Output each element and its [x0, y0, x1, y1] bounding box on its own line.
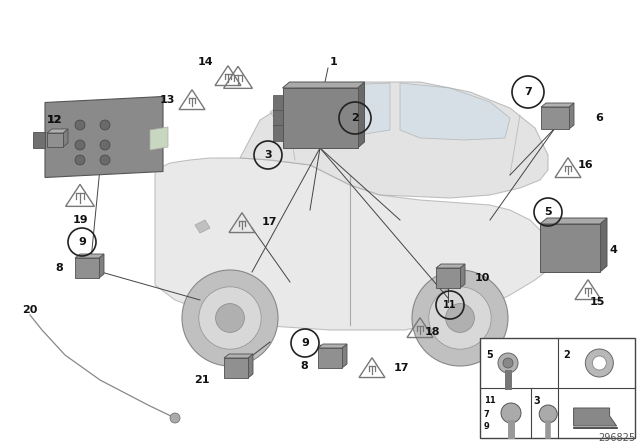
- Polygon shape: [224, 354, 253, 358]
- Circle shape: [503, 358, 513, 368]
- Polygon shape: [358, 82, 365, 148]
- Polygon shape: [273, 125, 282, 141]
- Text: 296825: 296825: [598, 433, 635, 443]
- Polygon shape: [540, 224, 600, 272]
- Text: 8: 8: [300, 361, 308, 371]
- Text: 7: 7: [484, 410, 490, 419]
- Polygon shape: [342, 344, 347, 368]
- Circle shape: [75, 155, 85, 165]
- Polygon shape: [540, 218, 607, 224]
- Text: 19: 19: [72, 215, 88, 225]
- Circle shape: [170, 413, 180, 423]
- Text: 12: 12: [47, 115, 62, 125]
- Polygon shape: [75, 258, 99, 278]
- Polygon shape: [33, 132, 45, 148]
- Circle shape: [501, 403, 521, 423]
- Circle shape: [593, 356, 606, 370]
- Text: 2: 2: [563, 350, 570, 360]
- Polygon shape: [273, 95, 282, 111]
- Text: 3: 3: [534, 396, 540, 406]
- Bar: [480, 338, 635, 438]
- Text: 17: 17: [394, 363, 410, 373]
- Polygon shape: [600, 218, 607, 272]
- Polygon shape: [248, 354, 253, 378]
- Text: 4: 4: [610, 245, 618, 255]
- Text: 14: 14: [197, 57, 213, 67]
- Polygon shape: [47, 133, 63, 147]
- Polygon shape: [541, 103, 574, 107]
- Circle shape: [199, 287, 261, 349]
- Circle shape: [540, 405, 557, 423]
- Circle shape: [75, 120, 85, 130]
- Polygon shape: [460, 264, 465, 288]
- Text: 7: 7: [524, 87, 532, 97]
- Polygon shape: [400, 83, 510, 140]
- Text: 5: 5: [486, 350, 493, 360]
- Polygon shape: [436, 268, 460, 288]
- Polygon shape: [318, 344, 347, 348]
- Polygon shape: [318, 348, 342, 368]
- Text: 18: 18: [424, 327, 440, 337]
- Circle shape: [445, 304, 474, 332]
- Text: 12: 12: [47, 115, 62, 125]
- Text: 15: 15: [590, 297, 605, 307]
- Text: 1: 1: [330, 57, 338, 67]
- Circle shape: [100, 155, 110, 165]
- Circle shape: [100, 140, 110, 150]
- Circle shape: [429, 287, 492, 349]
- Text: 9: 9: [301, 338, 309, 348]
- Polygon shape: [155, 158, 550, 330]
- Text: 9: 9: [484, 422, 490, 431]
- Polygon shape: [573, 408, 616, 426]
- Polygon shape: [99, 254, 104, 278]
- Text: 6: 6: [595, 113, 603, 123]
- Text: 5: 5: [544, 207, 552, 217]
- Circle shape: [216, 304, 244, 332]
- Polygon shape: [273, 110, 282, 126]
- Text: 2: 2: [351, 113, 359, 123]
- Circle shape: [498, 353, 518, 373]
- Text: 21: 21: [195, 375, 210, 385]
- Circle shape: [412, 270, 508, 366]
- Text: 10: 10: [475, 273, 490, 283]
- Circle shape: [75, 140, 85, 150]
- Circle shape: [100, 120, 110, 130]
- Polygon shape: [150, 127, 168, 150]
- Text: 9: 9: [78, 237, 86, 247]
- Text: 8: 8: [55, 263, 63, 273]
- Polygon shape: [195, 220, 210, 233]
- Polygon shape: [569, 103, 574, 129]
- Polygon shape: [436, 264, 465, 268]
- Polygon shape: [75, 254, 104, 258]
- Circle shape: [586, 349, 613, 377]
- Polygon shape: [45, 96, 163, 177]
- Circle shape: [182, 270, 278, 366]
- Polygon shape: [282, 82, 365, 88]
- Polygon shape: [224, 358, 248, 378]
- Text: 11: 11: [444, 300, 457, 310]
- Polygon shape: [47, 129, 68, 133]
- Polygon shape: [270, 83, 390, 138]
- Text: 17: 17: [262, 217, 278, 227]
- Polygon shape: [63, 129, 68, 147]
- Text: 11: 11: [484, 396, 496, 405]
- Polygon shape: [282, 88, 358, 148]
- Text: 16: 16: [578, 160, 594, 170]
- Text: 13: 13: [159, 95, 175, 105]
- Polygon shape: [240, 82, 548, 198]
- Polygon shape: [541, 107, 569, 129]
- Text: 3: 3: [264, 150, 272, 160]
- Text: 20: 20: [22, 305, 37, 315]
